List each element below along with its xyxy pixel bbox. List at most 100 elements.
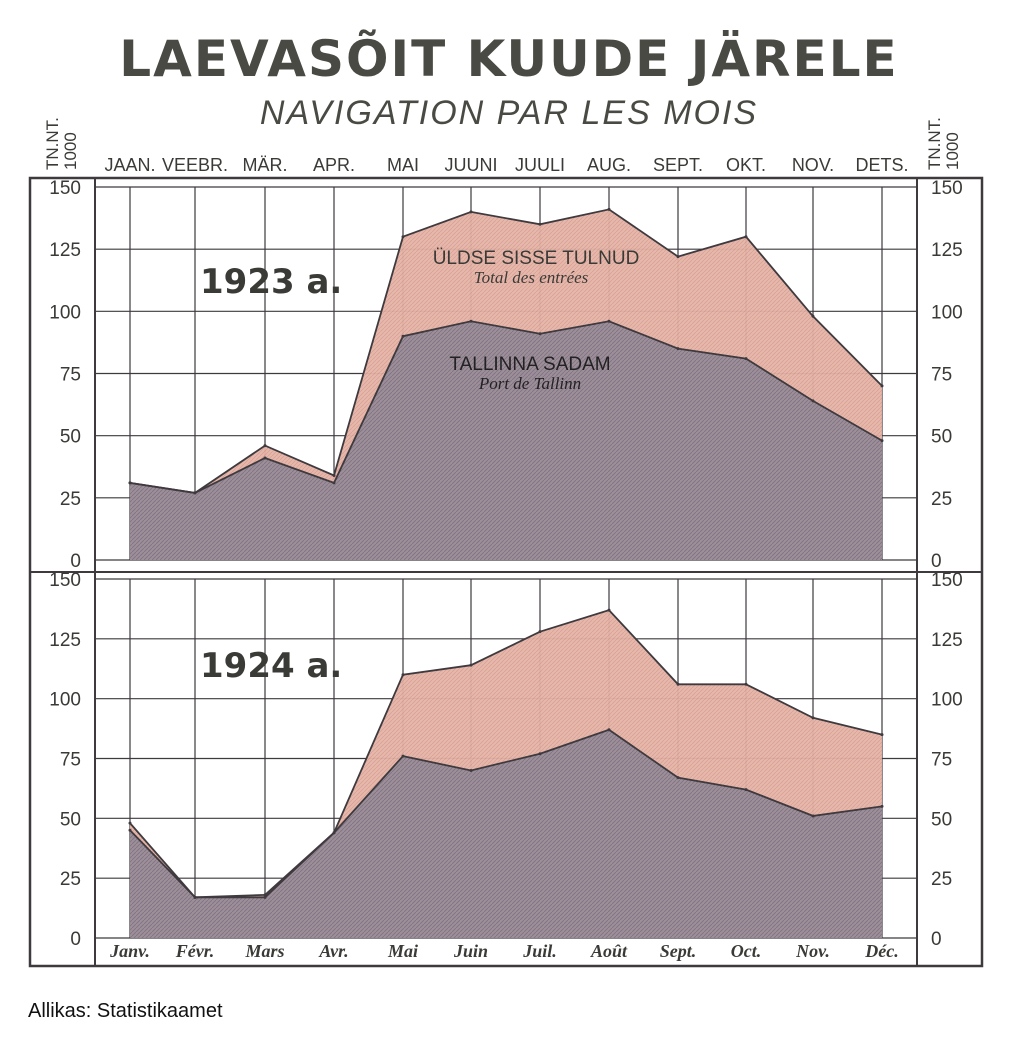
series-label-total-fr: Total des entrées [474,268,589,287]
y-tick-right: 50 [931,809,952,830]
point-total-0-6 [538,222,542,226]
point-port-0-5 [469,319,473,323]
point-total-1-10 [811,716,815,720]
month-label-bottom: Sept. [660,941,697,961]
y-tick-right: 75 [931,365,952,386]
month-label-bottom: Juin [453,941,488,961]
y-tick-left: 0 [70,929,81,950]
point-port-1-4 [401,754,405,758]
point-total-1-8 [676,682,680,686]
y-tick-left: 50 [60,427,81,448]
point-total-0-8 [676,255,680,259]
y-tick-right: 125 [931,630,963,651]
year-label-1: 1924 a. [200,646,342,686]
y-tick-right: 0 [931,929,942,950]
series-label-port-fr: Port de Tallinn [478,374,581,393]
y-tick-left: 125 [49,630,81,651]
point-port-1-5 [469,768,473,772]
y-tick-right: 125 [931,240,963,261]
point-port-1-9 [744,788,748,792]
point-total-1-6 [538,630,542,634]
line-port-0 [129,320,883,494]
point-total-1-4 [401,673,405,677]
y-tick-left: 75 [60,365,81,386]
y-tick-right: 100 [931,690,963,711]
month-label-top: DETS. [855,155,908,175]
month-label-top: MÄR. [243,155,288,175]
point-total-0-10 [811,314,815,318]
series-label-port: TALLINNA SADAM [449,354,610,375]
point-total-0-9 [744,235,748,239]
point-port-1-3 [332,831,336,835]
unit-label-right: TN.NT.1000 [925,117,962,170]
y-tick-left: 50 [60,809,81,830]
point-port-0-3 [332,481,336,485]
month-label-bottom: Août [590,941,628,961]
month-label-bottom: Mars [244,941,284,961]
y-tick-left: 125 [49,240,81,261]
y-tick-right: 25 [931,869,952,890]
point-port-0-11 [880,439,884,443]
month-label-top: SEPT. [653,155,703,175]
month-label-bottom: Janv. [109,941,150,961]
point-port-0-10 [811,399,815,403]
chart-title: LAEVASÕIT KUUDE JÄRELE [119,30,899,88]
month-label-bottom: Févr. [175,941,215,961]
month-label-bottom: Mai [387,941,418,961]
month-label-top: AUG. [587,155,631,175]
point-port-1-2 [263,895,267,899]
point-port-0-6 [538,332,542,336]
month-label-top: JUUNI [445,155,498,175]
month-label-bottom: Déc. [864,941,898,961]
point-total-1-5 [469,663,473,667]
month-label-top: VEEBR. [162,155,228,175]
y-tick-left: 25 [60,489,81,510]
month-label-bottom: Nov. [795,941,830,961]
y-tick-right: 50 [931,427,952,448]
point-port-0-0 [128,481,132,485]
month-label-top: OKT. [726,155,766,175]
point-total-1-9 [744,682,748,686]
area-port-0 [130,321,882,560]
point-port-0-4 [401,334,405,338]
point-port-0-7 [607,319,611,323]
point-total-1-7 [607,608,611,612]
point-port-1-10 [811,814,815,818]
y-tick-left: 150 [49,570,81,591]
line-port-1 [129,728,883,899]
point-total-1-11 [880,733,884,737]
point-port-1-7 [607,728,611,732]
point-total-0-7 [607,207,611,211]
point-total-0-5 [469,210,473,214]
y-tick-right: 150 [931,570,963,591]
line-total-1 [129,609,883,899]
area-port-1 [130,729,882,938]
point-total-0-2 [263,444,267,448]
y-tick-right: 100 [931,302,963,323]
point-port-1-6 [538,752,542,756]
y-tick-left: 100 [49,690,81,711]
point-port-0-2 [263,456,267,460]
month-label-top: MAI [387,155,419,175]
y-tick-left: 150 [49,178,81,199]
month-label-top: NOV. [792,155,834,175]
point-port-1-11 [880,804,884,808]
point-total-1-2 [263,893,267,897]
y-tick-right: 75 [931,750,952,771]
y-tick-right: 0 [931,551,942,572]
y-tick-right: 150 [931,178,963,199]
y-tick-left: 25 [60,869,81,890]
chart-subtitle: NAVIGATION PAR LES MOIS [259,94,759,132]
month-label-top: APR. [313,155,355,175]
year-label-0: 1923 a. [200,262,342,302]
y-tick-right: 25 [931,489,952,510]
y-tick-left: 75 [60,750,81,771]
y-tick-left: 100 [49,302,81,323]
point-port-1-0 [128,828,132,832]
unit-label-left: TN.NT.1000 [43,117,80,170]
point-total-0-4 [401,235,405,239]
point-total-0-11 [880,384,884,388]
line-total-0 [129,208,883,494]
y-tick-left: 0 [70,551,81,572]
